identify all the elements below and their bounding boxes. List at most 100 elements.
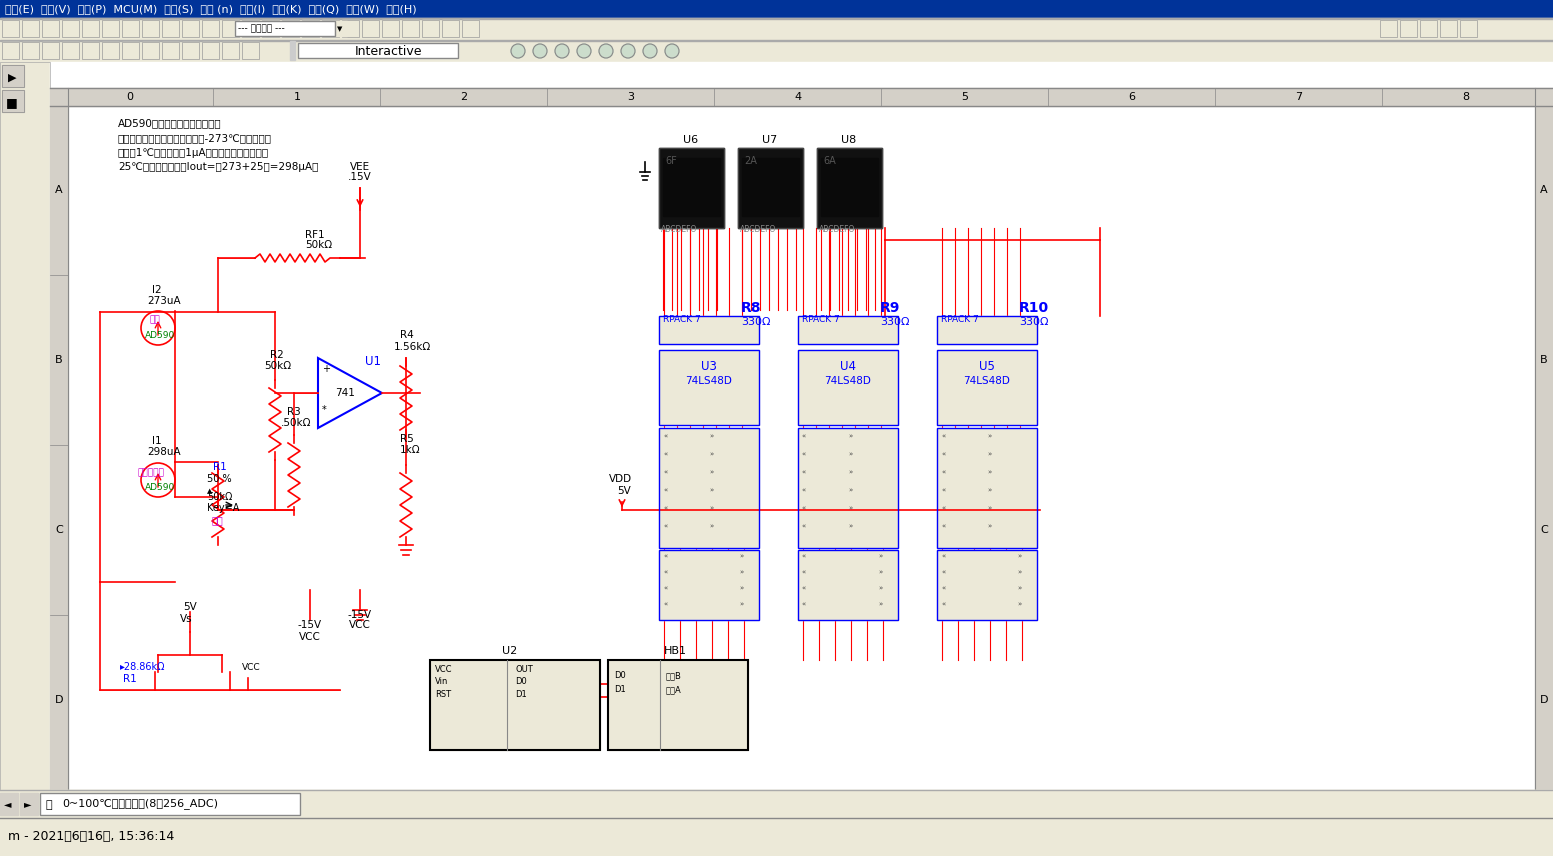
- Bar: [738, 148, 803, 228]
- Text: D: D: [1539, 695, 1548, 705]
- Bar: [658, 428, 759, 548]
- Bar: [609, 660, 749, 750]
- Text: 50kΩ: 50kΩ: [304, 240, 332, 250]
- Bar: [42, 42, 59, 59]
- Text: U7: U7: [763, 135, 778, 145]
- Bar: [1419, 20, 1437, 37]
- Text: «: «: [663, 469, 668, 475]
- Text: «: «: [801, 523, 806, 529]
- Bar: [422, 20, 439, 37]
- Bar: [102, 20, 120, 37]
- Bar: [335, 21, 346, 36]
- Bar: [40, 793, 300, 815]
- Bar: [123, 42, 140, 59]
- Bar: [82, 42, 99, 59]
- Text: OUT: OUT: [516, 665, 533, 674]
- Bar: [242, 42, 259, 59]
- Bar: [1460, 20, 1477, 37]
- Bar: [62, 42, 79, 59]
- Text: U8: U8: [842, 135, 857, 145]
- Text: 50kΩ: 50kΩ: [264, 361, 290, 371]
- Text: Vin: Vin: [435, 677, 449, 686]
- Text: «: «: [801, 433, 806, 439]
- Bar: [0, 0, 1553, 18]
- Text: U2: U2: [502, 646, 517, 656]
- Bar: [321, 20, 339, 37]
- Bar: [936, 350, 1037, 425]
- Text: RF1: RF1: [304, 230, 325, 240]
- Text: VDD: VDD: [609, 474, 632, 484]
- Bar: [798, 550, 898, 620]
- Text: «: «: [941, 569, 946, 575]
- Bar: [0, 818, 1553, 856]
- Text: I2: I2: [152, 285, 162, 295]
- Text: »: »: [877, 553, 882, 559]
- Text: ▼: ▼: [337, 26, 342, 32]
- Bar: [102, 20, 120, 37]
- Bar: [235, 21, 335, 36]
- Bar: [1440, 20, 1457, 37]
- Bar: [798, 350, 898, 425]
- Bar: [0, 790, 1553, 818]
- Bar: [162, 20, 179, 37]
- Text: 1: 1: [294, 92, 300, 102]
- Text: ABCDEFO: ABCDEFO: [739, 225, 776, 234]
- Bar: [235, 21, 335, 36]
- Bar: [2, 20, 19, 37]
- Text: »: »: [739, 601, 744, 607]
- Text: R9: R9: [881, 301, 901, 315]
- Bar: [298, 43, 458, 58]
- Text: ABCDEFO: ABCDEFO: [818, 225, 856, 234]
- Bar: [2, 65, 23, 87]
- Text: VCC: VCC: [349, 620, 371, 630]
- Text: 4: 4: [795, 92, 801, 102]
- Text: Interactive: Interactive: [356, 45, 422, 57]
- Text: HB1: HB1: [663, 646, 686, 656]
- Bar: [0, 793, 19, 815]
- Bar: [283, 20, 300, 37]
- Text: ◄: ◄: [5, 799, 11, 809]
- Text: Vs: Vs: [180, 614, 193, 624]
- Text: B: B: [56, 355, 62, 365]
- Text: «: «: [663, 585, 668, 591]
- Text: 6A: 6A: [823, 156, 836, 166]
- Text: »: »: [877, 585, 882, 591]
- Bar: [182, 42, 199, 59]
- Bar: [658, 428, 759, 548]
- Text: C: C: [1541, 525, 1548, 535]
- Bar: [202, 20, 219, 37]
- Text: Key=A: Key=A: [207, 503, 239, 513]
- Text: »: »: [848, 487, 853, 493]
- Bar: [50, 88, 1553, 106]
- Bar: [430, 660, 599, 750]
- Bar: [283, 20, 300, 37]
- Text: C: C: [54, 525, 62, 535]
- Bar: [362, 20, 379, 37]
- Bar: [742, 158, 798, 216]
- Text: «: «: [801, 601, 806, 607]
- Text: »: »: [848, 505, 853, 511]
- Bar: [798, 316, 898, 344]
- Text: «: «: [663, 569, 668, 575]
- Text: m - 2021年6月16日, 15:36:14: m - 2021年6月16日, 15:36:14: [8, 830, 174, 843]
- Bar: [936, 316, 1037, 344]
- Text: »: »: [1017, 553, 1022, 559]
- Text: *: *: [321, 405, 326, 415]
- Bar: [798, 316, 898, 344]
- Bar: [301, 20, 318, 37]
- Text: »: »: [877, 569, 882, 575]
- Text: 8: 8: [1463, 92, 1469, 102]
- Bar: [162, 20, 179, 37]
- Text: ■: ■: [6, 97, 17, 110]
- Text: 74LS48D: 74LS48D: [825, 376, 871, 386]
- Text: «: «: [941, 585, 946, 591]
- Text: »: »: [988, 487, 991, 493]
- Bar: [430, 660, 599, 750]
- Text: »: »: [988, 433, 991, 439]
- Bar: [342, 20, 359, 37]
- Bar: [936, 428, 1037, 548]
- Text: 百位A: 百位A: [666, 685, 682, 694]
- Bar: [738, 148, 803, 228]
- Bar: [658, 350, 759, 425]
- Text: ▸28.86kΩ: ▸28.86kΩ: [120, 662, 166, 672]
